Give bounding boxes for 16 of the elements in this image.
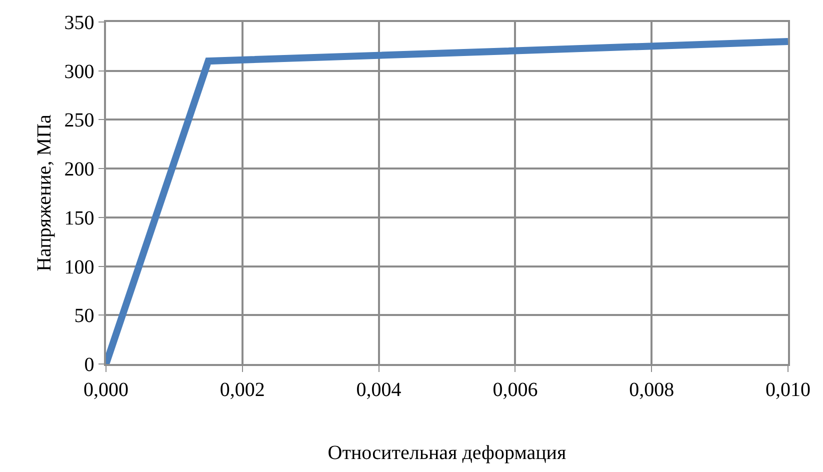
y-tick-label: 50 [74,305,94,328]
x-tick-label: 0,006 [492,378,538,401]
x-tick-label: 0,010 [766,378,810,401]
y-tick-label: 100 [64,256,94,278]
y-tick-label: 200 [64,158,94,181]
x-axis-title: Относительная деформация [328,442,566,464]
y-axis-title: Напряжение, МПа [33,114,56,272]
y-tick-label: 350 [64,12,94,34]
x-tick-label: 0,008 [629,378,674,401]
y-tick-label: 150 [64,207,94,230]
x-tick-label: 0,002 [220,378,265,401]
y-tick-label: 250 [64,110,94,132]
x-tick-label: 0,004 [356,378,402,401]
y-tick-label: 300 [64,60,94,83]
y-tick-label: 0 [84,354,94,376]
x-tick-label: 0,000 [84,378,128,401]
